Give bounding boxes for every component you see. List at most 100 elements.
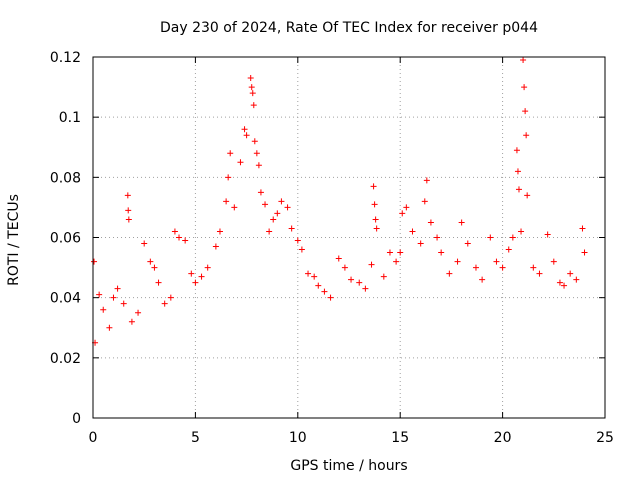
data-point <box>327 294 334 301</box>
data-point <box>335 255 342 262</box>
data-point <box>135 309 142 316</box>
data-point <box>397 249 404 256</box>
data-point <box>278 198 285 205</box>
data-point <box>171 228 178 235</box>
data-point <box>120 300 127 307</box>
data-point <box>438 249 445 256</box>
chart-title: Day 230 of 2024, Rate Of TEC Index for r… <box>160 20 538 36</box>
grid-lines <box>93 57 605 418</box>
data-point <box>266 228 273 235</box>
data-point <box>372 216 379 223</box>
data-point <box>274 210 281 217</box>
data-point <box>315 282 322 289</box>
x-tick-labels: 0 5 10 15 20 25 <box>89 430 614 446</box>
data-point <box>472 264 479 271</box>
data-point <box>520 57 527 64</box>
data-point <box>581 249 588 256</box>
data-point <box>198 273 205 280</box>
data-point <box>106 324 113 331</box>
data-point <box>499 264 506 271</box>
data-point <box>249 90 256 97</box>
data-point <box>182 237 189 244</box>
data-point <box>151 264 158 271</box>
data-point <box>536 270 543 277</box>
data-point <box>427 219 434 226</box>
data-point <box>393 258 400 265</box>
data-point <box>125 207 132 214</box>
data-point <box>128 318 135 325</box>
data-point <box>176 234 183 241</box>
x-tick-label: 15 <box>391 430 409 446</box>
data-point <box>573 276 580 283</box>
data-point <box>386 249 393 256</box>
data-point <box>523 132 530 139</box>
data-point <box>227 150 234 157</box>
data-point <box>423 177 430 184</box>
data-point <box>294 237 301 244</box>
data-points <box>91 57 588 346</box>
data-point <box>91 258 98 265</box>
data-point <box>341 264 348 271</box>
data-point <box>124 192 131 199</box>
data-point <box>298 246 305 253</box>
data-point <box>167 294 174 301</box>
data-point <box>188 270 195 277</box>
x-tick-label: 25 <box>596 430 614 446</box>
data-point <box>454 258 461 265</box>
data-point <box>100 306 107 313</box>
data-point <box>114 285 121 292</box>
data-point <box>270 216 277 223</box>
data-point <box>96 291 103 298</box>
x-tick-label: 5 <box>191 430 200 446</box>
data-point <box>223 198 230 205</box>
data-point <box>225 174 232 181</box>
data-point <box>417 240 424 247</box>
x-axis-label: GPS time / hours <box>290 458 407 474</box>
data-point <box>403 204 410 211</box>
data-point <box>434 234 441 241</box>
data-point <box>255 162 262 169</box>
data-point <box>192 279 199 286</box>
data-point <box>243 132 250 139</box>
y-tick-label: 0.04 <box>50 291 81 307</box>
data-point <box>509 234 516 241</box>
data-point <box>257 189 264 196</box>
data-point <box>544 231 551 238</box>
data-point <box>493 258 500 265</box>
data-point <box>479 276 486 283</box>
data-point <box>524 192 531 199</box>
x-tick-label: 0 <box>89 430 98 446</box>
data-point <box>204 264 211 271</box>
data-point <box>505 246 512 253</box>
data-point <box>247 75 254 82</box>
y-tick-label: 0.06 <box>50 231 81 247</box>
data-point <box>371 201 378 208</box>
y-tick-label: 0.02 <box>50 351 81 367</box>
data-point <box>567 270 574 277</box>
data-point <box>522 108 529 115</box>
y-tick-label: 0.08 <box>50 170 81 186</box>
data-point <box>368 261 375 268</box>
data-point <box>305 270 312 277</box>
data-point <box>550 258 557 265</box>
data-point <box>356 279 363 286</box>
data-point <box>311 273 318 280</box>
x-tick-label: 20 <box>494 430 512 446</box>
data-point <box>362 285 369 292</box>
y-tick-label: 0.1 <box>59 110 81 126</box>
y-axis-label: ROTI / TECUs <box>6 194 22 286</box>
data-point <box>248 84 255 91</box>
data-point <box>212 243 219 250</box>
data-point <box>464 240 471 247</box>
data-point <box>262 201 269 208</box>
data-point <box>530 264 537 271</box>
data-point <box>155 279 162 286</box>
data-point <box>161 300 168 307</box>
data-point <box>284 204 291 211</box>
data-point <box>373 225 380 232</box>
data-point <box>253 150 260 157</box>
data-point <box>518 228 525 235</box>
data-point <box>250 102 257 109</box>
data-point <box>421 198 428 205</box>
